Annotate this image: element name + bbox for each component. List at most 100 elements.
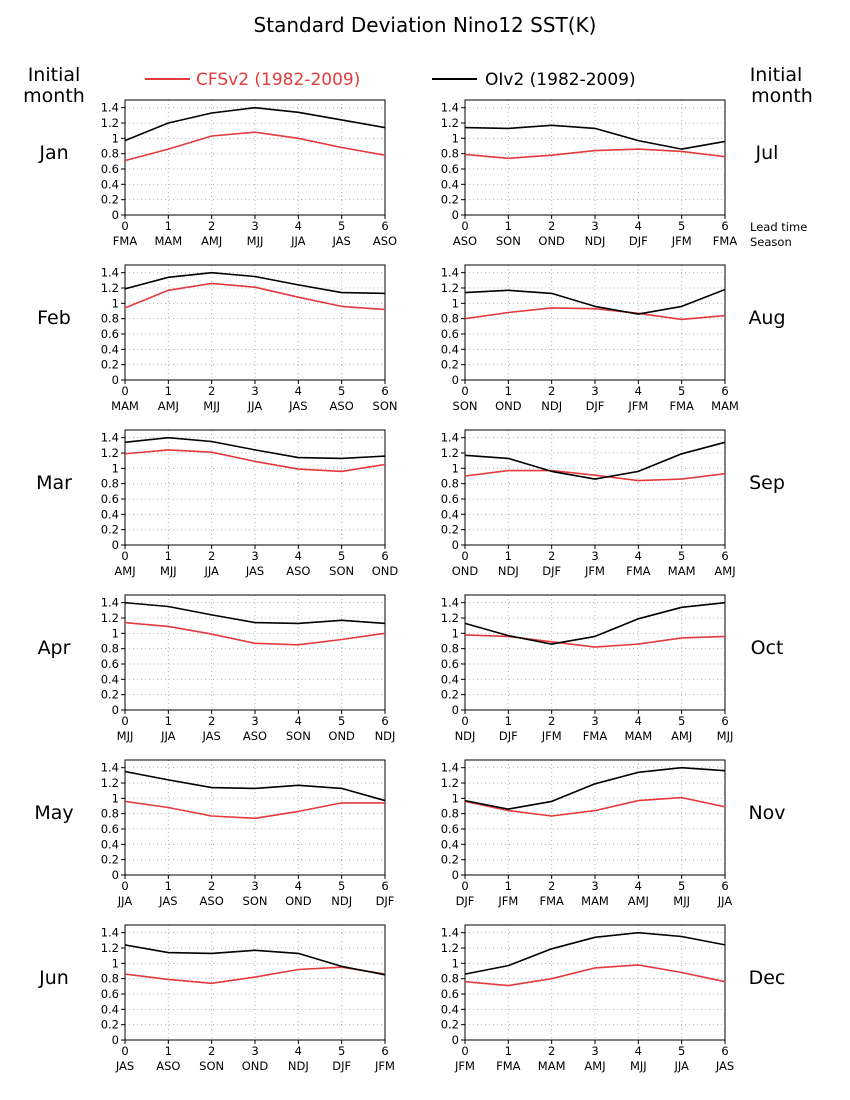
- x-season-label: JJA: [117, 894, 133, 908]
- y-tick-label: 0: [452, 373, 459, 387]
- x-season-label: MJJ: [160, 564, 177, 578]
- series-line-oiv2-feb: [124, 271, 386, 295]
- x-season-label: JFM: [627, 399, 648, 413]
- x-tick-label: 1: [165, 219, 172, 233]
- x-season-label: JAS: [158, 894, 177, 908]
- left-header-line2: month: [23, 85, 85, 107]
- y-tick-label: 0.8: [101, 642, 119, 656]
- x-season-label: MJJ: [630, 1059, 647, 1073]
- series-line-oiv2-aug: [464, 288, 726, 315]
- x-season-label: NDJ: [288, 1059, 309, 1073]
- y-tick-label: 0.6: [101, 162, 119, 176]
- x-season-label: FMA: [539, 894, 564, 908]
- legend-label-oiv2: OIv2 (1982-2009): [485, 70, 636, 90]
- y-tick-label: 0.2: [441, 193, 459, 207]
- x-season-label: SON: [496, 234, 521, 248]
- panel-apr: 00.20.40.60.811.21.40MJJ1JJA2JAS3ASO4SON…: [38, 594, 395, 743]
- y-tick-label: 0.4: [441, 1002, 459, 1016]
- series-line-oiv2-apr: [124, 601, 386, 625]
- x-season-label: SON: [373, 399, 398, 413]
- month-label-jun: Jun: [38, 967, 69, 989]
- x-season-label: ASO: [286, 564, 310, 578]
- x-tick-label: 6: [381, 714, 388, 728]
- x-tick-label: 0: [121, 384, 128, 398]
- x-tick-label: 0: [461, 549, 468, 563]
- month-label-dec: Dec: [749, 967, 786, 989]
- x-season-label: AMJ: [671, 729, 692, 743]
- x-tick-label: 5: [338, 1044, 345, 1058]
- y-tick-label: 0.8: [101, 477, 119, 491]
- x-tick-label: 5: [338, 219, 345, 233]
- y-tick-label: 0.8: [441, 477, 459, 491]
- x-season-label: ASO: [330, 399, 354, 413]
- x-tick-label: 0: [461, 219, 468, 233]
- x-season-label: ASO: [243, 729, 267, 743]
- x-tick-label: 1: [505, 219, 512, 233]
- y-tick-label: 0.6: [441, 987, 459, 1001]
- y-tick-label: 1: [452, 131, 459, 145]
- x-tick-label: 3: [251, 549, 258, 563]
- x-tick-label: 1: [505, 879, 512, 893]
- series-line-oiv2-may: [124, 770, 386, 802]
- plot-frame: [124, 99, 386, 216]
- x-season-label: NDJ: [498, 564, 519, 578]
- x-tick-label: 5: [338, 384, 345, 398]
- x-tick-label: 5: [678, 384, 685, 398]
- x-season-label: JJA: [247, 399, 263, 413]
- x-tick-label: 3: [251, 384, 258, 398]
- panel-jun: 00.20.40.60.811.21.40JAS1ASO2SON3OND4NDJ…: [38, 924, 395, 1073]
- x-season-label: JJA: [717, 894, 733, 908]
- x-tick-label: 5: [338, 714, 345, 728]
- x-season-label: SON: [199, 1059, 224, 1073]
- y-tick-label: 1.2: [441, 776, 459, 790]
- x-season-label: NDJ: [331, 894, 352, 908]
- x-tick-label: 4: [295, 879, 302, 893]
- y-tick-label: 0.8: [441, 807, 459, 821]
- month-label-aug: Aug: [748, 307, 785, 329]
- y-tick-label: 0.6: [441, 822, 459, 836]
- y-tick-label: 1: [452, 791, 459, 805]
- y-tick-label: 1.2: [101, 611, 119, 625]
- y-tick-label: 1.4: [101, 431, 119, 445]
- x-tick-label: 6: [381, 1044, 388, 1058]
- panel-jul: 00.20.40.60.811.21.40ASO1SON2OND3NDJ4DJF…: [441, 99, 779, 248]
- y-tick-label: 0.6: [441, 327, 459, 341]
- x-tick-label: 2: [548, 549, 555, 563]
- x-tick-label: 5: [678, 219, 685, 233]
- y-tick-label: 0.2: [101, 1018, 119, 1032]
- x-season-label: FMA: [583, 729, 608, 743]
- x-tick-label: 4: [295, 219, 302, 233]
- y-tick-label: 1.2: [101, 281, 119, 295]
- x-tick-label: 0: [121, 879, 128, 893]
- left-header-line1: Initial: [28, 64, 81, 86]
- x-season-label: JAS: [201, 729, 220, 743]
- month-label-jul: Jul: [755, 142, 779, 164]
- x-tick-label: 3: [591, 549, 598, 563]
- y-tick-label: 1: [452, 296, 459, 310]
- x-season-label: OND: [285, 894, 312, 908]
- y-tick-label: 1: [112, 296, 119, 310]
- y-tick-label: 0.6: [101, 492, 119, 506]
- y-tick-label: 1.2: [101, 776, 119, 790]
- y-tick-label: 0.2: [441, 853, 459, 867]
- x-tick-label: 6: [721, 714, 728, 728]
- x-season-label: DJF: [499, 729, 518, 743]
- y-tick-label: 1: [112, 791, 119, 805]
- y-tick-label: 1: [112, 626, 119, 640]
- x-tick-label: 5: [678, 549, 685, 563]
- chart-title: Standard Deviation Nino12 SST(K): [254, 13, 597, 37]
- y-tick-label: 0: [452, 868, 459, 882]
- x-season-label: JAS: [245, 564, 264, 578]
- x-season-label: OND: [372, 564, 399, 578]
- series-line-cfsv2-aug: [464, 307, 726, 321]
- x-tick-label: 4: [635, 219, 642, 233]
- series-line-cfsv2-feb: [124, 282, 386, 311]
- x-tick-label: 2: [548, 384, 555, 398]
- plot-frame: [464, 594, 726, 711]
- y-tick-label: 1.2: [441, 446, 459, 460]
- y-tick-label: 0.8: [101, 972, 119, 986]
- y-tick-label: 0.6: [441, 657, 459, 671]
- series-line-cfsv2-jan: [124, 131, 386, 162]
- plot-frame: [124, 924, 386, 1041]
- x-season-label: OND: [242, 1059, 269, 1073]
